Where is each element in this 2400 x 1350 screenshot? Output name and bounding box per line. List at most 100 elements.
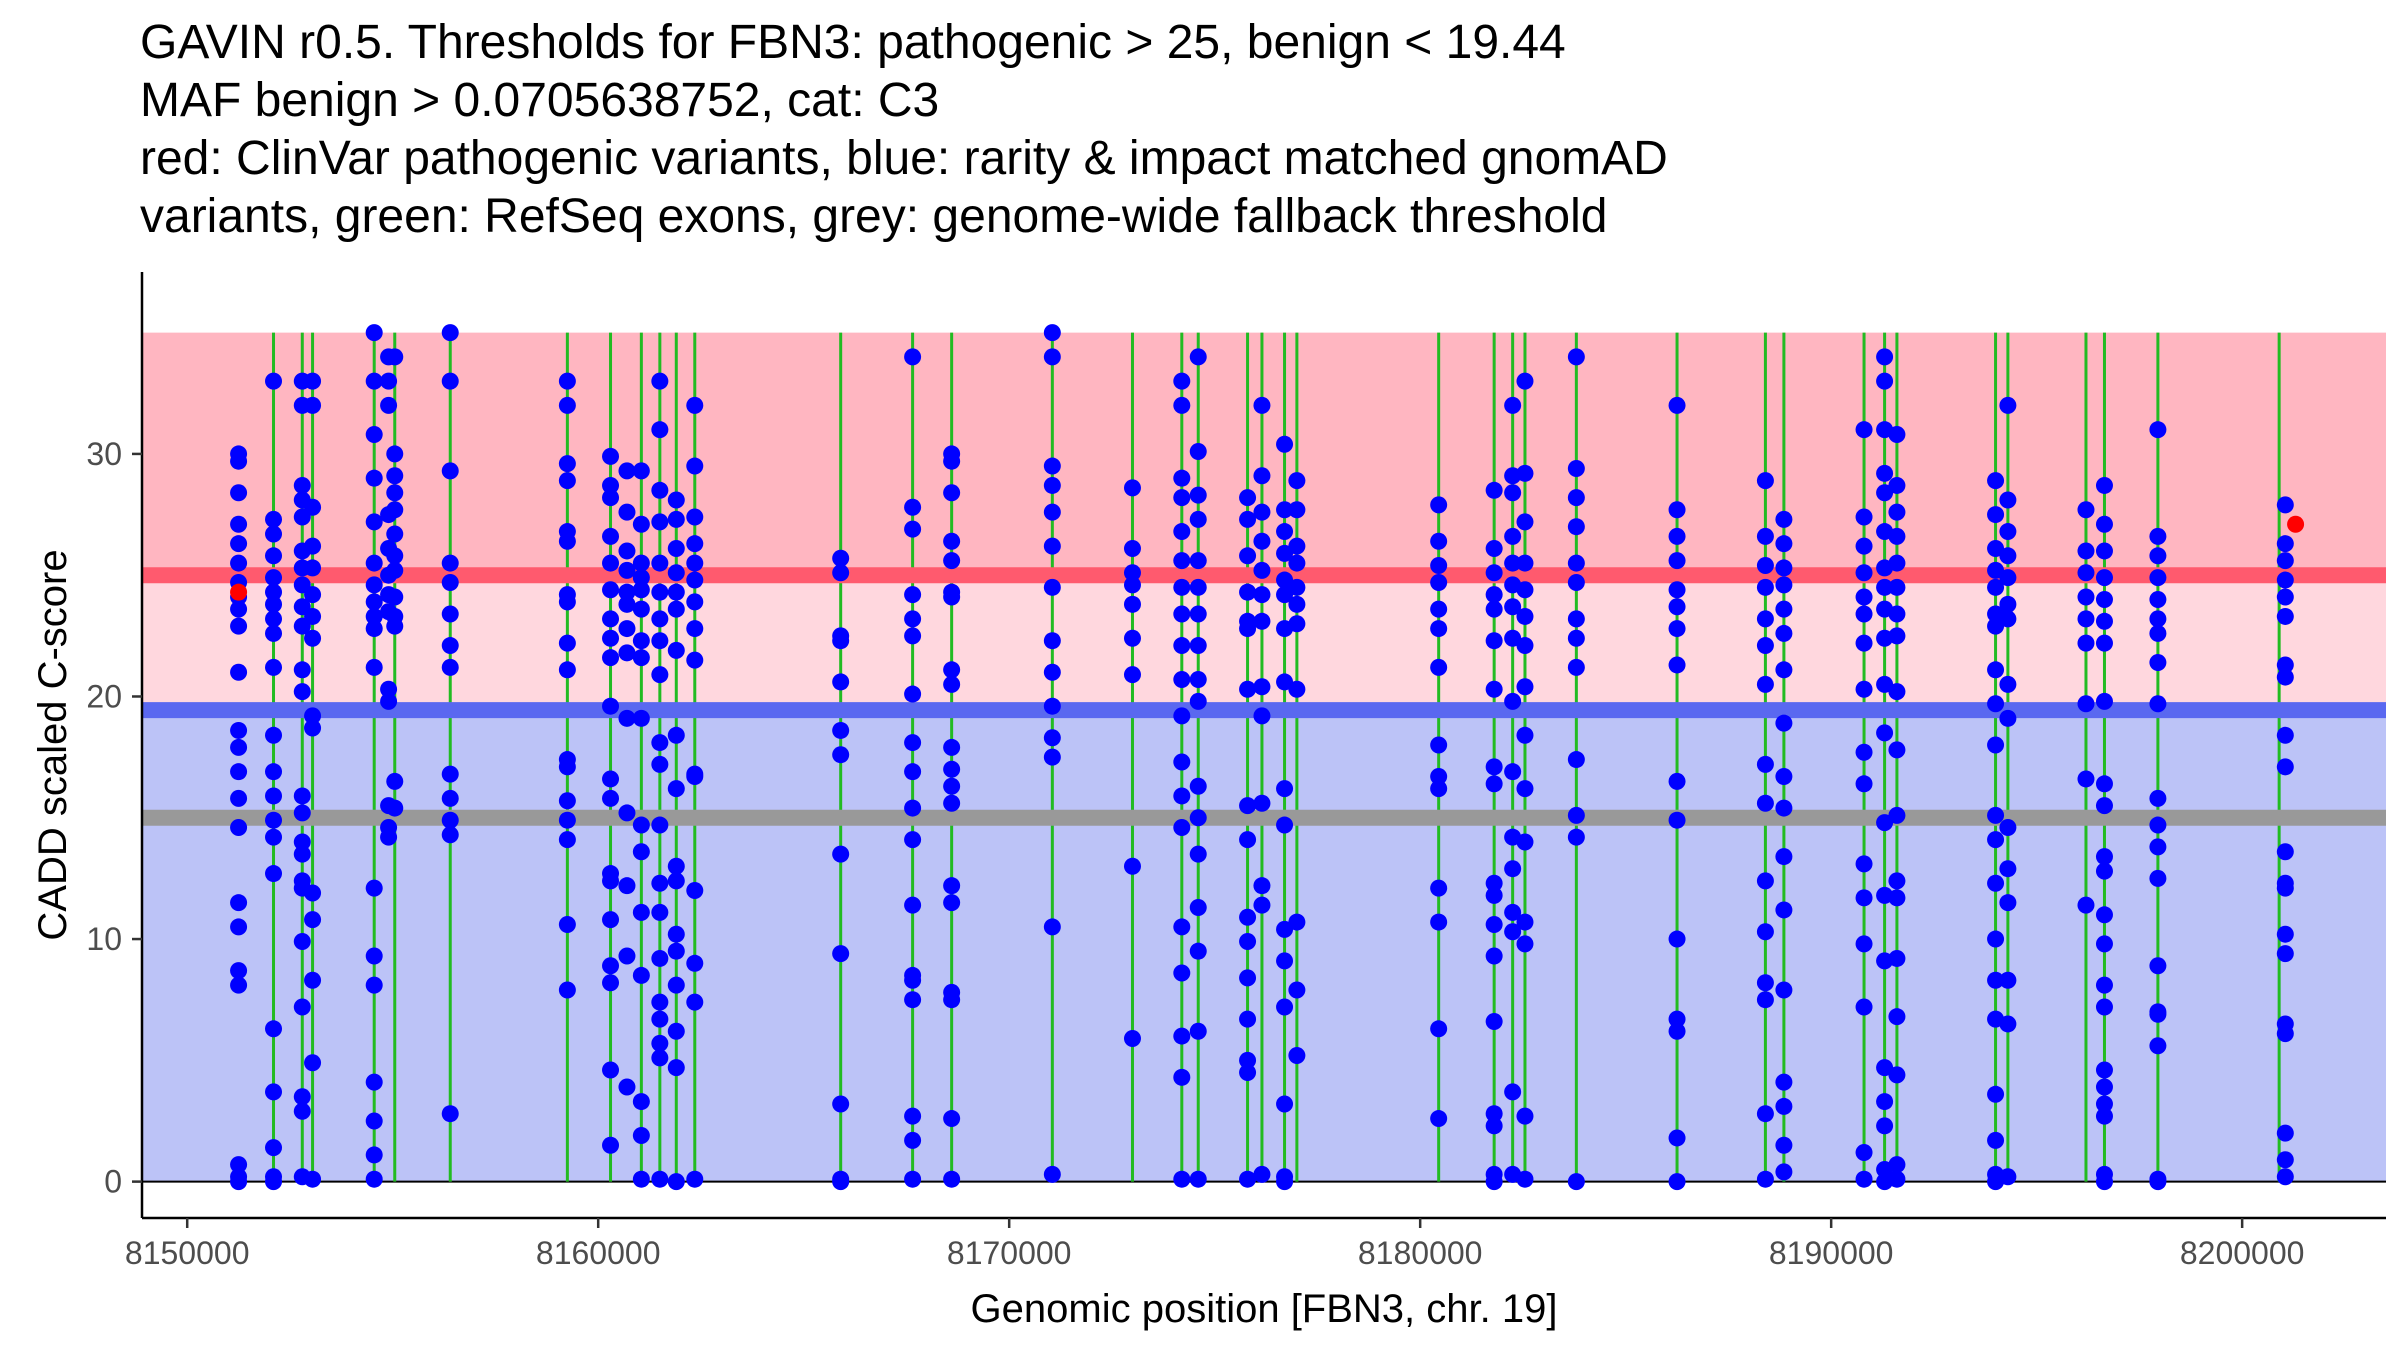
gnomad-variant-point xyxy=(667,976,685,994)
gnomad-variant-point xyxy=(1043,748,1061,766)
gnomad-variant-point xyxy=(1516,581,1534,599)
gnomad-variant-point xyxy=(2095,634,2113,652)
gnomad-variant-point xyxy=(667,1059,685,1077)
gnomad-variant-point xyxy=(1288,501,1306,519)
gnomad-variant-point xyxy=(1189,1170,1207,1188)
gnomad-variant-point xyxy=(1504,860,1522,878)
gnomad-variant-point xyxy=(265,583,283,601)
y-tick-label: 30 xyxy=(86,436,122,472)
gnomad-variant-point xyxy=(386,467,404,485)
clinvar-variant-point xyxy=(2287,515,2305,533)
gnomad-variant-point xyxy=(1239,1063,1257,1081)
gnomad-variant-point xyxy=(1987,695,2005,713)
gnomad-variant-point xyxy=(1189,1022,1207,1040)
gnomad-variant-point xyxy=(1173,523,1191,541)
gnomad-variant-point xyxy=(1189,442,1207,460)
gnomad-variant-point xyxy=(1485,1117,1503,1135)
gnomad-variant-point xyxy=(2149,1037,2167,1055)
gnomad-variant-point xyxy=(686,593,704,611)
gnomad-variant-point xyxy=(651,583,669,601)
gnomad-variant-point xyxy=(651,632,669,650)
gnomad-variant-point xyxy=(558,981,576,999)
gnomad-variant-point xyxy=(1173,1170,1191,1188)
gnomad-variant-point xyxy=(265,828,283,846)
gnomad-variant-point xyxy=(1516,1107,1534,1125)
gnomad-variant-point xyxy=(1485,758,1503,776)
gnomad-variant-point xyxy=(1888,527,1906,545)
gnomad-variant-point xyxy=(386,445,404,463)
gnomad-variant-point xyxy=(1504,903,1522,921)
gnomad-variant-point xyxy=(1855,855,1873,873)
gnomad-variant-point xyxy=(1288,472,1306,490)
gnomad-variant-point xyxy=(230,515,248,533)
gnomad-variant-point xyxy=(2276,843,2294,861)
variant-points xyxy=(230,324,2305,1191)
gnomad-variant-point xyxy=(1999,971,2017,989)
gnomad-variant-point xyxy=(943,588,961,606)
gnomad-variant-point xyxy=(1999,595,2017,613)
gnomad-variant-point xyxy=(1987,506,2005,524)
gnomad-variant-point xyxy=(686,882,704,900)
gnomad-variant-point xyxy=(2095,797,2113,815)
gnomad-variant-point xyxy=(441,462,459,480)
gnomad-variant-point xyxy=(1239,510,1257,528)
gnomad-variant-point xyxy=(1253,1165,1271,1183)
gnomad-variant-point xyxy=(1189,809,1207,827)
gnomad-variant-point xyxy=(1276,920,1294,938)
x-tick-label: 8200000 xyxy=(2180,1235,2305,1271)
gnomad-variant-point xyxy=(1987,1085,2005,1103)
gnomad-variant-point xyxy=(265,811,283,829)
gnomad-variant-point xyxy=(1888,889,1906,907)
gnomad-variant-point xyxy=(1173,372,1191,390)
gnomad-variant-point xyxy=(1775,510,1793,528)
gnomad-variant-point xyxy=(1775,661,1793,679)
gnomad-variant-point xyxy=(618,462,636,480)
gnomad-variant-point xyxy=(651,903,669,921)
gnomad-variant-point xyxy=(1485,564,1503,582)
gnomad-variant-point xyxy=(1999,709,2017,727)
gnomad-variant-point xyxy=(1123,540,1141,558)
gnomad-variant-point xyxy=(651,610,669,628)
gnomad-variant-point xyxy=(558,915,576,933)
gnomad-variant-point xyxy=(1239,680,1257,698)
gnomad-variant-point xyxy=(386,588,404,606)
gnomad-variant-point xyxy=(632,581,650,599)
gnomad-variant-point xyxy=(265,610,283,628)
gnomad-variant-point xyxy=(2095,935,2113,953)
gnomad-variant-point xyxy=(558,634,576,652)
gnomad-variant-point xyxy=(1239,797,1257,815)
gnomad-variant-point xyxy=(1775,1097,1793,1115)
gnomad-variant-point xyxy=(651,874,669,892)
gnomad-variant-point xyxy=(667,925,685,943)
gnomad-variant-point xyxy=(1888,741,1906,759)
gnomad-variant-point xyxy=(293,1088,311,1106)
gnomad-variant-point xyxy=(943,1170,961,1188)
gnomad-variant-point xyxy=(1855,1170,1873,1188)
gnomad-variant-point xyxy=(1756,578,1774,596)
gnomad-variant-point xyxy=(1756,1170,1774,1188)
gnomad-variant-point xyxy=(1668,772,1686,790)
gnomad-variant-point xyxy=(365,607,383,625)
gnomad-variant-point xyxy=(832,945,850,963)
gnomad-variant-point xyxy=(904,685,922,703)
gnomad-variant-point xyxy=(632,569,650,587)
gnomad-variant-point xyxy=(1043,663,1061,681)
gnomad-variant-point xyxy=(832,746,850,764)
gnomad-variant-point xyxy=(1239,908,1257,926)
gnomad-variant-point xyxy=(386,772,404,790)
gnomad-variant-point xyxy=(2077,770,2095,788)
gnomad-variant-point xyxy=(1485,886,1503,904)
gnomad-variant-point xyxy=(365,1073,383,1091)
gnomad-variant-point xyxy=(304,629,322,647)
gnomad-variant-point xyxy=(1504,923,1522,941)
gnomad-variant-point xyxy=(1189,637,1207,655)
gnomad-variant-point xyxy=(230,452,248,470)
benign-region xyxy=(142,710,2386,1182)
gnomad-variant-point xyxy=(1430,658,1448,676)
gnomad-variant-point xyxy=(1485,481,1503,499)
gnomad-variant-point xyxy=(1756,527,1774,545)
gnomad-variant-point xyxy=(230,617,248,635)
gnomad-variant-point xyxy=(2149,624,2167,642)
gnomad-variant-point xyxy=(1288,595,1306,613)
gnomad-variant-point xyxy=(265,787,283,805)
